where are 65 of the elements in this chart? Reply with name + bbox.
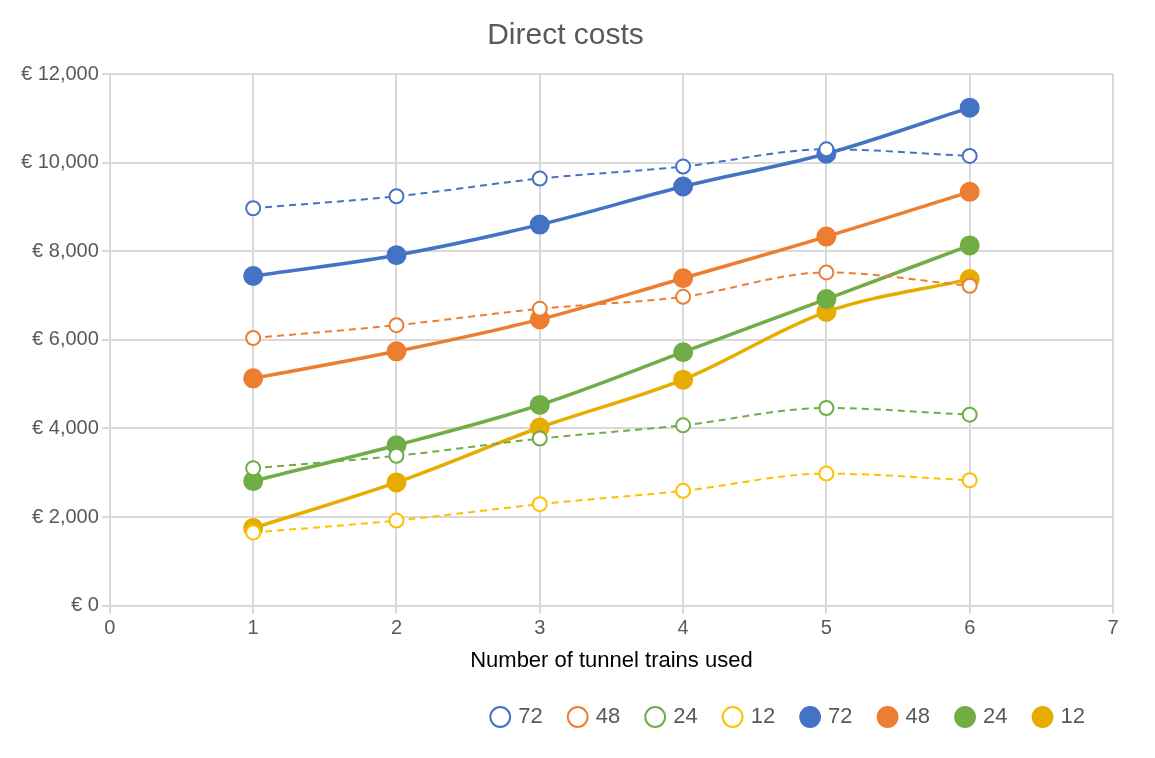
point: [961, 406, 978, 423]
y-tick-label: € 4,000: [32, 415, 99, 438]
legend-label: 48: [905, 703, 931, 729]
point: [386, 472, 407, 493]
legend-label: 24: [673, 703, 698, 729]
x-tick-label: 2: [390, 616, 403, 639]
point: [959, 97, 980, 118]
point: [816, 226, 837, 247]
point: [675, 482, 692, 499]
point: [959, 235, 980, 256]
point: [816, 289, 837, 310]
point: [388, 447, 405, 464]
point: [243, 368, 264, 389]
point: [818, 264, 835, 281]
point: [245, 330, 262, 347]
legend-label: 72: [828, 703, 853, 729]
x-tick-label: 4: [677, 616, 689, 639]
point: [531, 170, 548, 187]
y-tick-label: € 8,000: [32, 238, 99, 261]
point: [531, 430, 548, 447]
point: [388, 512, 405, 529]
point: [818, 465, 835, 482]
point: [961, 277, 978, 294]
y-tick-label: € 0: [71, 593, 99, 616]
point: [961, 472, 978, 489]
point: [386, 341, 407, 362]
x-tick-label: 1: [247, 616, 259, 639]
y-tick-label: € 10,000: [20, 150, 99, 173]
chart-title: Direct costs: [487, 17, 644, 51]
x-tick-label: 5: [820, 616, 832, 639]
x-tick-label: 3: [534, 616, 546, 639]
point: [531, 300, 548, 317]
x-tick-label: 0: [104, 616, 116, 639]
point: [959, 181, 980, 202]
x-axis-title: Number of tunnel trains used: [470, 646, 753, 672]
point: [529, 394, 550, 415]
point: [675, 417, 692, 434]
legend-label: 24: [983, 703, 1008, 729]
x-tick-label: 6: [964, 616, 976, 639]
point: [388, 317, 405, 334]
x-tick-label: 7: [1107, 616, 1119, 639]
point: [961, 147, 978, 164]
point: [673, 369, 694, 390]
point: [673, 342, 694, 363]
point: [675, 158, 692, 175]
point: [245, 460, 262, 477]
y-tick-label: € 12,000: [20, 61, 99, 84]
point: [818, 141, 835, 158]
point: [531, 496, 548, 513]
point: [243, 266, 264, 287]
point: [675, 288, 692, 305]
point: [673, 268, 694, 289]
legend-label: 72: [518, 703, 543, 729]
point: [529, 214, 550, 235]
point: [388, 188, 405, 205]
legend-label: 12: [1060, 703, 1086, 729]
y-tick-label: € 6,000: [32, 327, 99, 350]
point: [818, 400, 835, 417]
point: [673, 176, 694, 197]
legend-label: 12: [750, 703, 776, 729]
legend-label: 48: [595, 703, 621, 729]
point: [245, 524, 262, 541]
y-tick-label: € 2,000: [32, 504, 99, 527]
point: [245, 200, 262, 217]
point: [386, 245, 407, 266]
